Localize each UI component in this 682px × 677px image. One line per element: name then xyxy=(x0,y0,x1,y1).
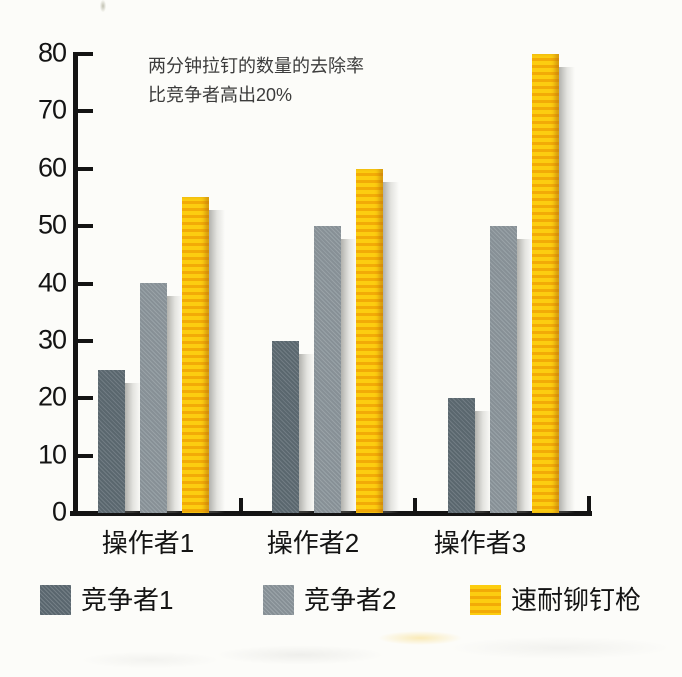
legend-swatch-icon xyxy=(263,585,294,615)
bar-操作者2-竞争者2 xyxy=(314,226,357,513)
bar-操作者3-竞争者1 xyxy=(448,398,491,513)
y-axis-label: 40 xyxy=(37,267,67,298)
bar-操作者1-速耐铆钉枪 xyxy=(182,197,225,513)
x-category-label: 操作者3 xyxy=(433,528,527,558)
y-axis xyxy=(73,52,78,516)
bar-操作者3-竞争者2 xyxy=(490,226,533,513)
x-category-label: 操作者1 xyxy=(101,528,195,558)
y-axis-label: 30 xyxy=(37,324,67,355)
y-axis-label: 50 xyxy=(37,209,67,240)
y-axis-label: 60 xyxy=(37,152,67,183)
legend-label: 竞争者2 xyxy=(304,585,397,615)
y-axis-tick xyxy=(78,166,93,171)
legend-label: 竞争者1 xyxy=(81,585,174,615)
bar-操作者1-竞争者2 xyxy=(140,283,183,513)
y-axis-label: 10 xyxy=(37,439,67,470)
bar-操作者2-竞争者1 xyxy=(272,341,315,513)
legend-swatch-icon xyxy=(470,585,501,615)
bar-操作者1-竞争者1 xyxy=(98,370,141,513)
x-axis-tick xyxy=(413,498,417,511)
y-axis-tick xyxy=(78,224,93,229)
x-axis-tick xyxy=(587,496,591,511)
x-category-label: 操作者2 xyxy=(266,528,360,558)
x-axis-tick xyxy=(239,498,243,511)
y-axis-tick xyxy=(78,281,93,286)
legend-label: 速耐铆钉枪 xyxy=(511,585,642,615)
y-axis-label: 20 xyxy=(37,381,67,412)
y-axis-tick xyxy=(78,338,93,343)
bar-操作者3-速耐铆钉枪 xyxy=(532,54,575,513)
annotation-line-1: 两分钟拉钉的数量的去除率 xyxy=(148,56,364,76)
y-axis-label: 70 xyxy=(37,94,67,125)
chart-annotation: 两分钟拉钉的数量的去除率 比竞争者高出20% xyxy=(148,52,364,110)
y-axis-tick xyxy=(78,109,93,114)
y-axis-tick xyxy=(78,396,93,401)
x-axis xyxy=(70,511,592,516)
y-axis-label: 80 xyxy=(37,37,67,68)
annotation-line-2: 比竞争者高出20% xyxy=(148,85,293,105)
y-axis-tick xyxy=(78,453,93,458)
y-axis-tick xyxy=(78,52,93,56)
y-axis-label: 0 xyxy=(51,496,67,527)
bar-操作者2-速耐铆钉枪 xyxy=(356,169,399,513)
legend-swatch-icon xyxy=(40,585,71,615)
